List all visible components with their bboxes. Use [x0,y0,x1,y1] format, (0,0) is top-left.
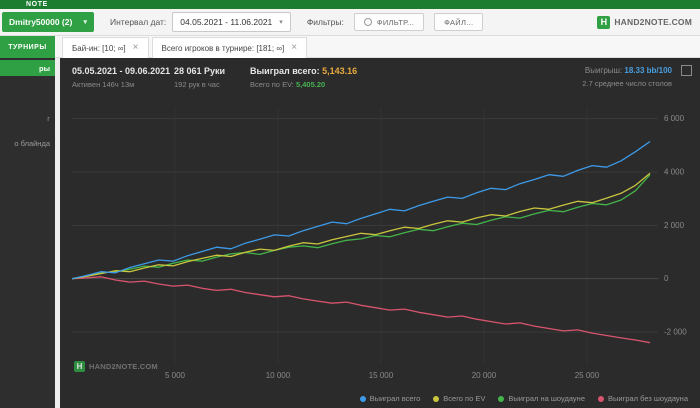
hands-count: 28 061 Руки [174,66,226,76]
legend-item-total: Выиграл всего [359,394,421,403]
player-dropdown[interactable]: Dmitry50000 (2) ▾ [2,12,94,32]
sidebar: ры г о блайнда [0,58,55,408]
filters-label: Фильтры: [306,17,344,27]
date-interval-label: Интервал дат: [110,17,167,27]
filter-chip-buyin[interactable]: Бай-ин: [10; ∞] × [62,37,149,58]
tab-tournaments[interactable]: ТУРНИРЫ [0,36,55,58]
chart-header-hands: 28 061 Руки 192 рук в час [174,66,250,89]
svg-text:25 000: 25 000 [575,371,600,380]
won-label: Выиграл всего: [250,66,320,76]
filter-chip-label: Всего игроков в турнире: [181; ∞] [161,43,285,53]
file-button[interactable]: ФАЙЛ... [434,13,484,31]
filter-tabs-row: ТУРНИРЫ Бай-ин: [10; ∞] × Всего игроков … [0,36,700,58]
filter-icon [363,18,372,26]
close-icon[interactable]: × [291,42,298,53]
ev-label: Всего по EV: [250,80,294,89]
tables-average: 2.7 среднее число столов [582,79,672,88]
filter-chip-players[interactable]: Всего игроков в турнире: [181; ∞] × [151,37,308,58]
hands-per-hour: 192 рук в час [174,80,220,89]
date-range-input[interactable]: 04.05.2021 - 11.06.2021 ▾ [172,12,291,32]
expand-icon[interactable] [681,65,692,76]
hand2note-logo-icon: H [597,15,611,29]
date-range-value: 04.05.2021 - 11.06.2021 [180,17,273,27]
chart-watermark: H HAND2NOTE.COM [74,361,158,372]
svg-text:15 000: 15 000 [369,371,394,380]
winrate-label: Выигрыш: [584,66,623,75]
watermark-text: HAND2NOTE.COM [89,362,158,371]
file-button-label: ФАЙЛ... [444,17,474,27]
ev-value: 5,405.20 [295,80,326,89]
app-logo-partial: NOTE [26,1,48,8]
chart-header-dates: 05.05.2021 - 09.06.2021 Активен 146ч 13м [72,66,174,89]
profit-graph: 5 000 10 000 15 000 20 000 25 000 -2 000 0 2 00… [71,108,687,380]
active-time: Активен 146ч 13м [72,80,135,89]
chart-date-range: 05.05.2021 - 09.06.2021 [72,66,171,76]
legend-dot-blue [359,395,366,402]
legend-label: Всего по EV [443,394,486,403]
chart-header-winrate: Выигрыш: 18.33 bb/100 2.7 среднее число … [582,66,672,89]
brand-text: HAND2NOTE.COM [614,17,692,27]
legend-dot-red [598,395,604,402]
hand2note-logo-icon: H [74,361,85,372]
svg-text:6 000: 6 000 [664,114,685,123]
chart-header: 05.05.2021 - 09.06.2021 Активен 146ч 13м… [72,66,672,89]
player-name: Dmitry50000 (2) [9,17,73,27]
legend-label: Выиграл всего [369,394,421,403]
filter-button[interactable]: ФИЛЬТР... [353,13,425,31]
svg-text:20 000: 20 000 [472,371,497,380]
filter-chip-label: Бай-ин: [10; ∞] [72,43,126,53]
legend-dot-green [498,395,505,402]
chart-header-winnings: Выиграл всего: 5,143.16 Всего по EV: 5,4… [250,66,357,89]
toolbar: Dmitry50000 (2) ▾ Интервал дат: 04.05.20… [0,9,700,36]
svg-text:5 000: 5 000 [165,371,186,380]
sidebar-item[interactable]: ры [0,60,55,76]
legend-item-ev: Всего по EV [433,394,485,403]
winrate-value: 18.33 bb/100 [624,66,672,75]
chart-legend: Выиграл всего Всего по EV Выиграл на шоу… [359,394,688,403]
legend-item-nonshowdown: Выиграл без шоудауна [598,394,688,403]
svg-text:-2 000: -2 000 [664,328,687,337]
svg-text:4 000: 4 000 [664,168,685,177]
legend-label: Выиграл без шоудауна [608,394,688,403]
svg-text:0: 0 [664,274,669,283]
filter-button-label: ФИЛЬТР... [376,17,415,27]
window-titlebar: NOTE [0,0,700,9]
legend-label: Выиграл на шоудауне [508,394,585,403]
won-value: 5,143.16 [322,66,358,76]
chevron-down-icon: ▾ [83,19,87,26]
results-chart-panel: 05.05.2021 - 09.06.2021 Активен 146ч 13м… [60,58,700,408]
brand: H HAND2NOTE.COM [597,15,692,29]
svg-text:2 000: 2 000 [664,221,685,230]
close-icon[interactable]: × [132,42,139,53]
legend-dot-yellow [433,395,440,402]
active-filter-chips: Бай-ин: [10; ∞] × Всего игроков в турнир… [62,37,310,58]
svg-text:10 000: 10 000 [266,371,291,380]
sidebar-item[interactable]: о блайнда [14,138,50,148]
sidebar-item[interactable]: г [47,113,50,123]
legend-item-showdown: Выиграл на шоудауне [498,394,585,403]
chevron-down-icon: ▾ [279,19,283,26]
